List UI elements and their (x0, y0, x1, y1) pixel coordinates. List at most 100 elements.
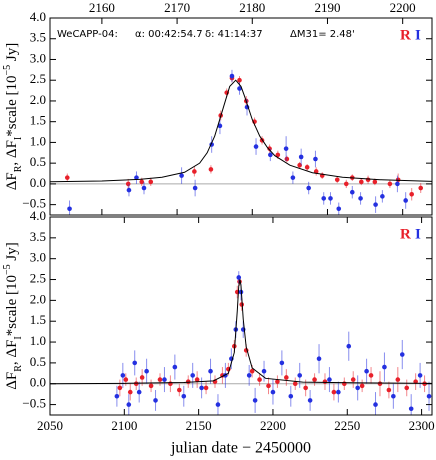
annotation: δ: 41:14:37 (205, 29, 263, 40)
plot-frame (49, 17, 433, 216)
data-point (139, 179, 145, 185)
data-point (153, 398, 158, 403)
y-axis-label-part: −5 (2, 264, 13, 275)
y-axis-label-part: R (13, 165, 24, 172)
y-tick-label: 4.0 (30, 208, 46, 223)
data-point (342, 381, 347, 387)
data-point (364, 368, 369, 374)
data-point (126, 187, 132, 193)
data-point (336, 206, 342, 212)
data-point (380, 194, 385, 199)
data-point (327, 377, 332, 382)
data-point (67, 206, 72, 212)
data-point (307, 398, 313, 403)
data-point (144, 368, 149, 374)
x-axis-label: julian date − 2450000 (170, 440, 311, 457)
data-point (117, 385, 123, 391)
data-point (382, 364, 387, 370)
data-point (208, 368, 213, 374)
x-tick-label: 2250 (334, 418, 360, 433)
data-point (172, 364, 178, 370)
data-point (395, 181, 400, 187)
y-tick-label: 1.0 (30, 333, 46, 348)
data-point (217, 123, 223, 129)
data-point (372, 179, 378, 185)
y-tick-label: −0.5 (22, 196, 46, 211)
data-point (194, 377, 200, 382)
x-tick-label: 2150 (186, 418, 212, 433)
data-point (181, 393, 187, 399)
x-tick-label: 2170 (164, 0, 190, 15)
data-point (215, 402, 221, 407)
y-tick-label: 3.0 (30, 250, 46, 265)
data-point (123, 377, 129, 382)
x-tick-label: 2160 (89, 0, 115, 15)
y-axis-label-part: R (13, 365, 24, 372)
data-point (114, 393, 120, 399)
data-point (237, 86, 242, 91)
data-point (313, 156, 318, 162)
data-point (253, 144, 259, 149)
data-point (306, 185, 311, 191)
data-point (162, 377, 167, 382)
y-tick-label: 1.0 (30, 133, 46, 148)
data-point (304, 165, 310, 170)
data-point (288, 393, 294, 399)
data-point (331, 389, 337, 395)
data-point (395, 377, 401, 382)
y-tick-label: 1.5 (30, 312, 46, 327)
data-point (64, 175, 70, 180)
x-tick-label: 2100 (111, 418, 137, 433)
legend-entry: I (415, 27, 421, 43)
data-point (334, 177, 340, 183)
data-point (409, 191, 414, 197)
data-point (350, 377, 356, 382)
y-tick-label: 2.5 (30, 71, 46, 86)
y-tick-label: 2.5 (30, 271, 46, 286)
data-point (208, 167, 214, 172)
data-point (139, 375, 145, 380)
data-point (203, 385, 209, 391)
x-tick-label: 2200 (260, 418, 286, 433)
model-curve (50, 279, 432, 385)
y-tick-label: 0.5 (30, 154, 46, 169)
data-point (426, 393, 432, 399)
y-axis-label-part: ΔF (4, 372, 20, 390)
plot-area (50, 69, 432, 215)
data-point (359, 179, 364, 185)
data-point (148, 179, 154, 185)
data-point (192, 169, 197, 174)
y-axis-label-part: *scale [10 (4, 75, 20, 136)
data-point (373, 402, 378, 407)
data-point (343, 181, 349, 187)
y-axis-label-part: −5 (2, 65, 13, 76)
data-point (387, 181, 393, 187)
data-point (239, 302, 245, 307)
data-point (190, 373, 195, 378)
legend-entry: R (400, 226, 411, 242)
data-point (127, 389, 133, 395)
data-point (179, 173, 184, 178)
data-point (408, 406, 414, 412)
data-point (365, 177, 371, 183)
data-point (136, 389, 142, 395)
data-point (133, 381, 139, 387)
y-axis-label-part: , ΔF (4, 340, 20, 366)
x-tick-label: 2050 (37, 418, 63, 433)
legend-entry: R (400, 27, 411, 43)
y-tick-label: 3.5 (30, 30, 46, 45)
data-point (303, 385, 308, 391)
data-point (328, 196, 333, 201)
plot-frame (49, 216, 433, 416)
data-point (404, 385, 410, 391)
y-axis-label-part: I (13, 137, 24, 140)
data-point (148, 383, 154, 389)
data-point (349, 189, 355, 195)
data-point (297, 373, 303, 378)
y-axis-label: ΔFR, ΔFI*scale [10−5 Jy] (2, 43, 24, 190)
data-point (336, 389, 341, 395)
data-point (284, 375, 289, 380)
data-point (403, 198, 408, 203)
data-point (199, 385, 204, 391)
data-point (125, 181, 131, 187)
